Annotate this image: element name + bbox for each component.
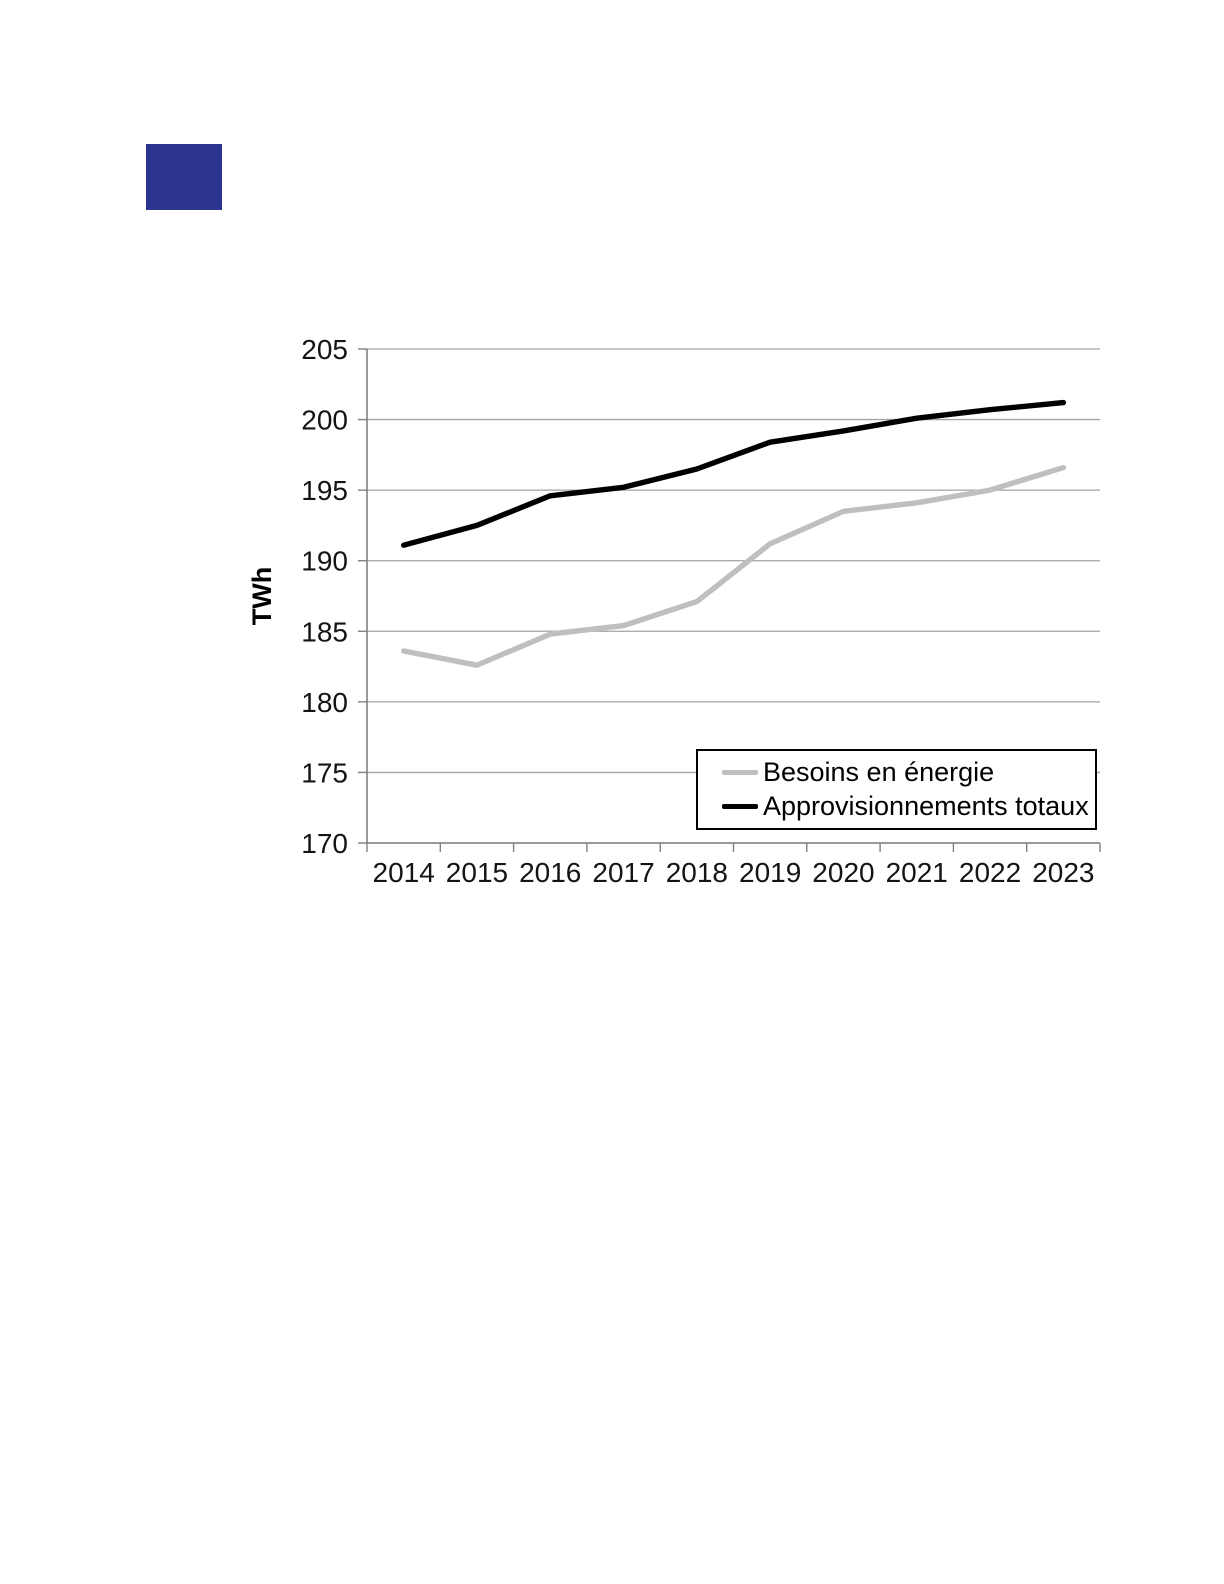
legend-item-besoins-en-energie: Besoins en énergie	[722, 756, 1095, 787]
legend-item-approvisionnements-totaux: Approvisionnements totaux	[722, 793, 1095, 820]
legend-line-sample-gray	[722, 769, 758, 775]
y-axis-title: TWh	[247, 567, 277, 625]
x-tick-label: 2019	[739, 857, 801, 888]
y-tick-label: 170	[301, 828, 348, 859]
x-tick-label: 2023	[1032, 857, 1094, 888]
y-tick-label: 180	[301, 687, 348, 718]
series-line-besoins-en-energie	[400, 464, 1067, 668]
chart-legend: Besoins en énergie Approvisionnements to…	[696, 749, 1097, 830]
series-line-approvisionnements-totaux	[400, 399, 1067, 548]
legend-label-approvisionnements-totaux: Approvisionnements totaux	[763, 791, 1089, 822]
x-tick-label: 2014	[373, 857, 435, 888]
chart-canvas: 170 175 180 185 190 195 200 205 2014 2015 2016 2017…	[247, 334, 1101, 888]
y-tick-label: 175	[301, 757, 348, 788]
x-tick-label: 2017	[592, 857, 654, 888]
x-tick-label: 2022	[959, 857, 1021, 888]
y-tick-label: 200	[301, 405, 348, 436]
y-tick-label: 190	[301, 546, 348, 577]
x-tick-label: 2021	[886, 857, 948, 888]
x-tick-label: 2016	[519, 857, 581, 888]
y-tick-label: 185	[301, 616, 348, 647]
legend-line-sample-black	[722, 804, 758, 810]
line-chart: 170 175 180 185 190 195 200 205 2014 2015 2016 2017…	[230, 320, 1120, 900]
y-tick-label: 195	[301, 475, 348, 506]
y-tick-label: 205	[301, 334, 348, 365]
blue-square-logo-block	[146, 144, 222, 210]
x-tick-label: 2020	[812, 857, 874, 888]
x-tick-label: 2015	[446, 857, 508, 888]
x-tick-label: 2018	[666, 857, 728, 888]
legend-label-besoins-en-energie: Besoins en énergie	[763, 756, 995, 787]
